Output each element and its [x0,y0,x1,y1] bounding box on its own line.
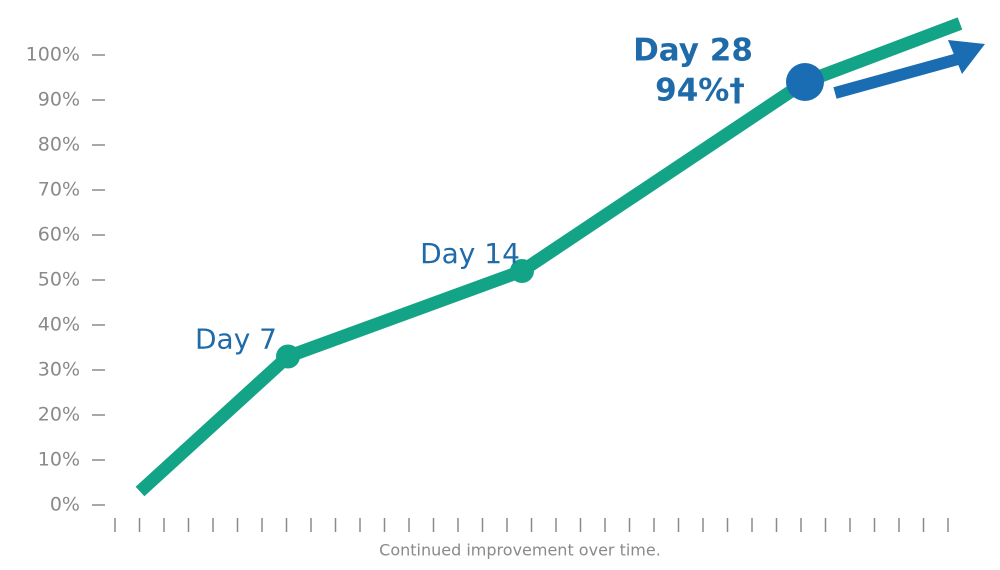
y-tick-label: 70% [38,179,80,201]
y-tick-label: 60% [38,224,80,246]
y-tick-label: 40% [38,314,80,336]
y-tick-label: 20% [38,404,80,426]
y-tick-label: 50% [38,269,80,291]
x-axis-ticks [114,518,949,532]
arrow-shaft [833,53,960,99]
arrow-head [948,40,985,74]
y-tick-label: 100% [26,44,80,66]
annotation-day: Day 28 [633,33,753,69]
y-tick-label: 30% [38,359,80,381]
y-tick-label: 10% [38,449,80,471]
y-tick-label: 80% [38,134,80,156]
y-tick-label: 0% [50,494,80,516]
y-tick-label: 90% [38,89,80,111]
x-axis-label: Continued improvement over time. [379,541,661,560]
annotation-day: Day 14 [420,237,520,270]
marker [276,344,300,369]
marker [510,259,534,283]
trend-arrow [833,40,985,99]
annotation-day: Day 7 [195,323,277,356]
highlight-marker [786,63,824,101]
annotation-value: 94%† [655,73,745,109]
